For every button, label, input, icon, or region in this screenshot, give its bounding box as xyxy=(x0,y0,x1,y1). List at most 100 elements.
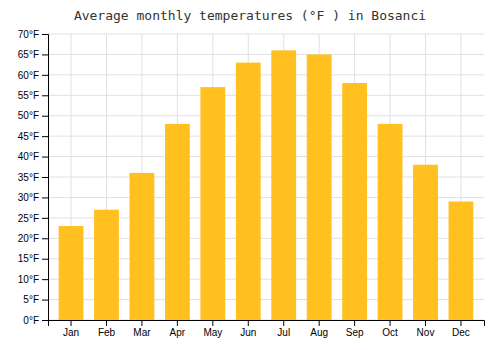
y-tick: 55°F xyxy=(18,90,48,101)
grid xyxy=(48,34,484,320)
x-tick-label: Aug xyxy=(310,327,328,338)
y-tick-mark xyxy=(42,197,48,198)
chart-container: Average monthly temperatures (°F ) in Bo… xyxy=(0,0,500,350)
x-tick: Nov xyxy=(417,320,435,338)
y-tick-mark xyxy=(42,177,48,178)
y-tick-mark xyxy=(42,54,48,55)
x-tick-mark xyxy=(460,320,461,326)
y-tick-mark xyxy=(42,238,48,239)
y-tick: 50°F xyxy=(18,110,48,121)
chart-title: Average monthly temperatures (°F ) in Bo… xyxy=(74,8,426,23)
bar xyxy=(342,83,367,320)
y-tick-mark xyxy=(42,75,48,76)
y-tick: 20°F xyxy=(18,233,48,244)
bar xyxy=(165,124,190,320)
x-tick: Jan xyxy=(63,320,79,338)
y-tick: 45°F xyxy=(18,131,48,142)
y-tick: 15°F xyxy=(18,253,48,264)
y-tick-mark xyxy=(42,259,48,260)
bar xyxy=(94,210,119,320)
x-tick: Jul xyxy=(277,320,290,338)
y-tick: 60°F xyxy=(18,70,48,81)
y-tick-label: 70°F xyxy=(18,29,39,40)
x-axis: Jan Feb Mar Apr May Jun Jul Aug Sep Oct Nov Dec xyxy=(49,320,485,338)
y-tick: 40°F xyxy=(18,151,48,162)
x-tick: Aug xyxy=(310,320,328,338)
x-tick-mark xyxy=(71,320,72,326)
x-tick-mark xyxy=(141,320,142,326)
x-tick: Jun xyxy=(240,320,256,338)
bar xyxy=(236,63,261,320)
bar xyxy=(413,165,438,320)
y-tick-mark xyxy=(42,95,48,96)
y-tick: 70°F xyxy=(18,29,48,40)
x-tick: Dec xyxy=(452,320,470,338)
y-tick-label: 15°F xyxy=(18,253,39,264)
y-tick-label: 5°F xyxy=(23,294,39,305)
y-tick-label: 65°F xyxy=(18,49,39,60)
y-tick-mark xyxy=(42,116,48,117)
x-tick-label: Dec xyxy=(452,327,470,338)
bar xyxy=(449,202,474,320)
y-tick-mark xyxy=(42,218,48,219)
y-tick: 0°F xyxy=(23,315,48,326)
plot-area: 0°F 5°F 10°F 15°F 20°F 25°F 30°F 35°F 40°F 45°F 50… xyxy=(18,29,485,338)
x-tick: Oct xyxy=(382,320,398,338)
y-tick-label: 0°F xyxy=(23,315,39,326)
x-tick-mark xyxy=(319,320,320,326)
grid-line-y xyxy=(48,34,484,35)
x-tick: Mar xyxy=(133,320,151,338)
grid-line-y xyxy=(48,136,484,137)
y-tick-label: 45°F xyxy=(18,131,39,142)
x-tick-mark xyxy=(177,320,178,326)
y-tick-label: 10°F xyxy=(18,274,39,285)
bar xyxy=(271,50,296,320)
y-tick-label: 30°F xyxy=(18,192,39,203)
grid-line-y xyxy=(48,156,484,157)
y-tick: 25°F xyxy=(18,213,48,224)
bar xyxy=(307,54,332,320)
y-tick-label: 55°F xyxy=(18,90,39,101)
y-tick-label: 50°F xyxy=(18,110,39,121)
x-tick-label: Jun xyxy=(240,327,256,338)
y-tick-mark xyxy=(42,136,48,137)
y-tick-label: 35°F xyxy=(18,172,39,183)
bar xyxy=(59,226,84,320)
x-axis-line xyxy=(49,321,485,327)
y-tick: 10°F xyxy=(18,274,48,285)
x-tick-label: Feb xyxy=(98,327,116,338)
x-tick-label: Sep xyxy=(346,327,364,338)
y-axis-line xyxy=(42,35,49,321)
x-tick: Apr xyxy=(170,320,186,338)
x-tick: Sep xyxy=(346,320,364,338)
x-tick-label: Nov xyxy=(417,327,435,338)
x-tick-label: Apr xyxy=(170,327,186,338)
grid-line-y xyxy=(48,115,484,116)
x-tick-mark xyxy=(425,320,426,326)
bar xyxy=(378,124,403,320)
y-tick: 65°F xyxy=(18,49,48,60)
grid-line-y xyxy=(48,74,484,75)
y-tick: 35°F xyxy=(18,172,48,183)
x-tick-mark xyxy=(106,320,107,326)
y-tick-mark xyxy=(42,157,48,158)
x-tick-mark xyxy=(390,320,391,326)
y-tick: 30°F xyxy=(18,192,48,203)
x-tick-label: Jan xyxy=(63,327,79,338)
y-tick-mark xyxy=(42,300,48,301)
x-tick-mark xyxy=(354,320,355,326)
x-tick-label: Mar xyxy=(133,327,151,338)
y-axis: 0°F 5°F 10°F 15°F 20°F 25°F 30°F 35°F 40°F 45°F 50… xyxy=(18,29,49,326)
bar xyxy=(130,173,155,320)
y-tick: 5°F xyxy=(23,294,48,305)
x-tick-label: Oct xyxy=(382,327,398,338)
x-tick-label: May xyxy=(203,327,222,338)
y-tick-mark xyxy=(42,279,48,280)
x-tick-mark xyxy=(248,320,249,326)
y-tick-mark xyxy=(42,34,48,35)
bars xyxy=(59,50,474,320)
x-tick-label: Jul xyxy=(277,327,290,338)
grid-line-y xyxy=(48,95,484,96)
y-tick-label: 60°F xyxy=(18,70,39,81)
y-tick-label: 25°F xyxy=(18,213,39,224)
